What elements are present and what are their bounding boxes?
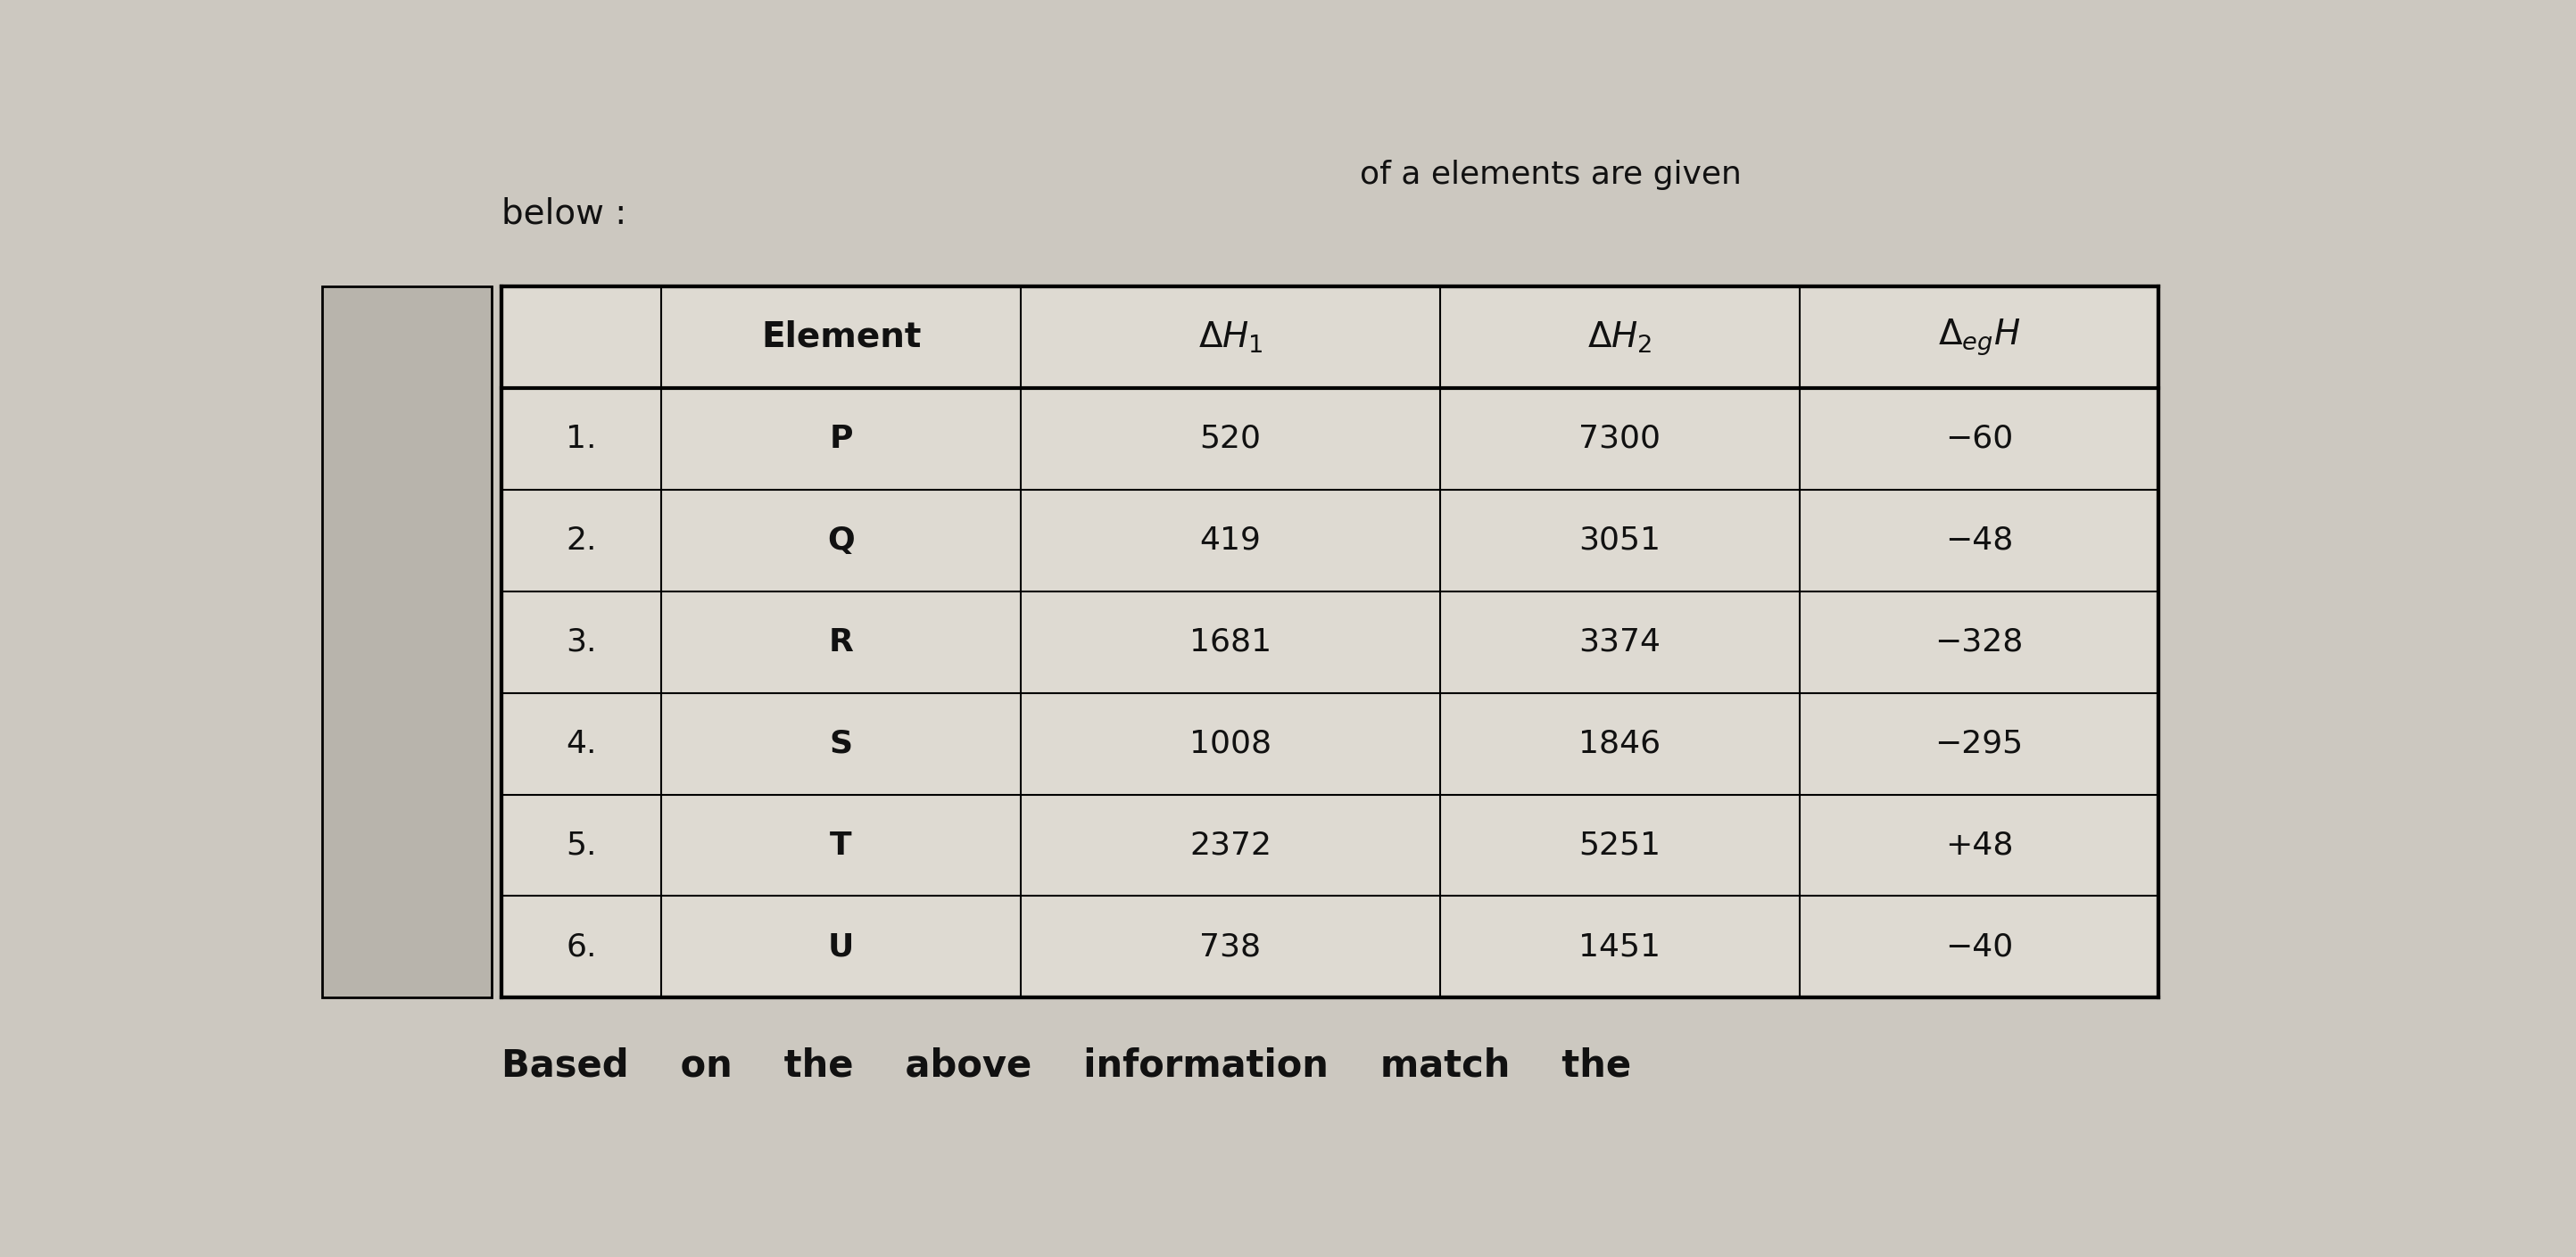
Text: below :: below :: [502, 197, 626, 231]
Text: $\Delta H_1$: $\Delta H_1$: [1198, 319, 1262, 354]
Text: Based    on    the    above    information    match    the: Based on the above information match the: [502, 1047, 1631, 1085]
Text: T: T: [829, 830, 853, 861]
Text: R: R: [829, 627, 853, 657]
Text: 3051: 3051: [1579, 525, 1662, 556]
Text: Q: Q: [827, 525, 855, 556]
Text: Element: Element: [760, 321, 922, 354]
Text: −40: −40: [1945, 931, 2012, 962]
Text: 1681: 1681: [1190, 627, 1273, 657]
Text: $\Delta H_2$: $\Delta H_2$: [1587, 319, 1651, 354]
Text: 1008: 1008: [1190, 729, 1273, 759]
Text: 1.: 1.: [567, 424, 598, 454]
Text: 1846: 1846: [1579, 729, 1662, 759]
Text: −48: −48: [1945, 525, 2012, 556]
Text: 2372: 2372: [1190, 830, 1273, 861]
Text: 6.: 6.: [567, 931, 598, 962]
Text: 2.: 2.: [567, 525, 598, 556]
Text: 7300: 7300: [1579, 424, 1662, 454]
Text: S: S: [829, 729, 853, 759]
Text: 3.: 3.: [567, 627, 598, 657]
Text: 520: 520: [1200, 424, 1262, 454]
Text: P: P: [829, 424, 853, 454]
Text: 4.: 4.: [567, 729, 598, 759]
Text: +48: +48: [1945, 830, 2012, 861]
Text: 5.: 5.: [567, 830, 598, 861]
Bar: [322, 287, 492, 998]
Text: −295: −295: [1935, 729, 2022, 759]
Text: 3374: 3374: [1579, 627, 1662, 657]
Text: 738: 738: [1200, 931, 1262, 962]
Text: −328: −328: [1935, 627, 2022, 657]
Text: 1451: 1451: [1579, 931, 1662, 962]
Text: −60: −60: [1945, 424, 2012, 454]
Text: U: U: [827, 931, 855, 962]
Text: 419: 419: [1200, 525, 1262, 556]
Text: $\Delta_{eg}H$: $\Delta_{eg}H$: [1937, 317, 2020, 357]
Text: of a elements are given: of a elements are given: [1360, 160, 1741, 190]
Text: 5251: 5251: [1579, 830, 1662, 861]
